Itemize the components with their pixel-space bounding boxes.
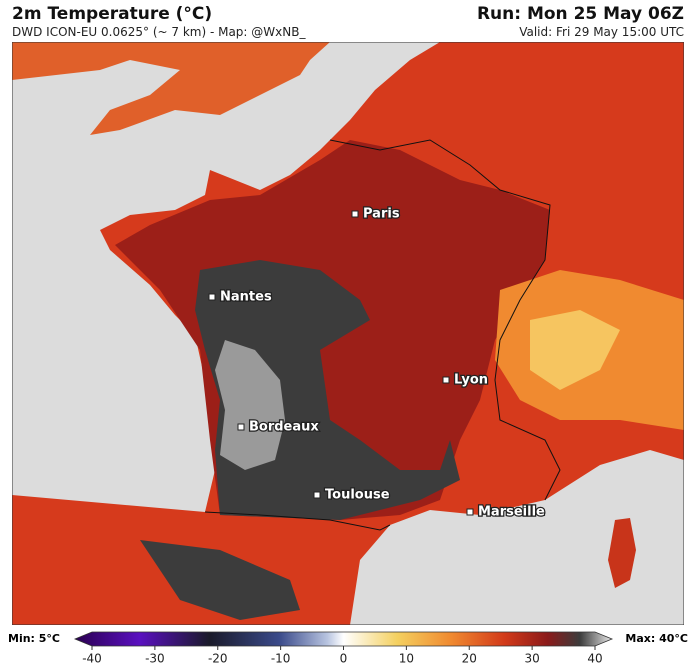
tick-label: 10 — [399, 652, 414, 666]
tick-label: -30 — [145, 652, 165, 666]
tick-label: -10 — [271, 652, 291, 666]
spain-heat — [140, 540, 300, 620]
max-label: Max: 40°C — [625, 632, 688, 645]
city-label: Marseille — [478, 505, 545, 520]
city-marker — [466, 508, 474, 516]
city-marker — [351, 210, 359, 218]
colorbar — [73, 631, 614, 647]
city-marker — [237, 423, 245, 431]
tick-label: 30 — [524, 652, 539, 666]
city-label: Toulouse — [325, 488, 390, 503]
min-label: Min: 5°C — [8, 632, 60, 645]
tick-label: 40 — [587, 652, 602, 666]
run-label: Run: Mon 25 May 06Z — [477, 4, 684, 24]
city-label: Nantes — [220, 290, 272, 305]
alps-cool — [530, 310, 620, 390]
tick-label: -20 — [208, 652, 228, 666]
map-subtitle: DWD ICON-EU 0.0625° (~ 7 km) - Map: @WxN… — [12, 25, 306, 39]
tick-label: -40 — [82, 652, 102, 666]
corsica — [608, 518, 636, 588]
city-label: Paris — [363, 207, 400, 222]
borders — [204, 139, 561, 531]
tick-label: 20 — [462, 652, 477, 666]
city-marker — [442, 376, 450, 384]
tick-label: 0 — [340, 652, 348, 666]
map-area — [12, 42, 684, 625]
valid-label: Valid: Fri 29 May 15:00 UTC — [519, 25, 684, 39]
city-label: Bordeaux — [249, 420, 319, 435]
uk — [12, 42, 330, 135]
city-label: Lyon — [454, 373, 488, 388]
peak-heat — [215, 340, 285, 470]
city-marker — [208, 293, 216, 301]
mediterranean — [350, 450, 684, 625]
map-title: 2m Temperature (°C) — [12, 4, 212, 24]
city-marker — [313, 491, 321, 499]
